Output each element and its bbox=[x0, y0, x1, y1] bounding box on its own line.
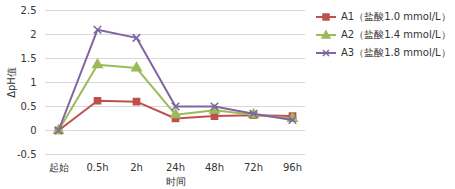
svg-text:1: 1 bbox=[30, 77, 36, 88]
svg-text:0.5: 0.5 bbox=[21, 101, 37, 112]
svg-text:24h: 24h bbox=[166, 162, 185, 173]
svg-text:起始: 起始 bbox=[49, 162, 69, 173]
svg-text:-0.5: -0.5 bbox=[17, 149, 37, 160]
svg-text:96h: 96h bbox=[283, 162, 302, 173]
svg-text:0.5h: 0.5h bbox=[86, 162, 108, 173]
svg-text:48h: 48h bbox=[205, 162, 224, 173]
svg-text:2h: 2h bbox=[130, 162, 143, 173]
svg-text:2.5: 2.5 bbox=[21, 5, 37, 16]
svg-text:ΔpH值: ΔpH值 bbox=[6, 67, 17, 98]
svg-text:1.5: 1.5 bbox=[21, 53, 37, 64]
html-text:A2（盐酸1.4 mmol/L）: A2（盐酸1.4 mmol/L） bbox=[341, 29, 451, 40]
svg-text:时间: 时间 bbox=[166, 176, 186, 187]
svg-text:2: 2 bbox=[30, 29, 36, 40]
html-text:A3（盐酸1.8 mmol/L）: A3（盐酸1.8 mmol/L） bbox=[341, 47, 451, 58]
svg-text:72h: 72h bbox=[244, 162, 263, 173]
html-text:A1（盐酸1.0 mmol/L）: A1（盐酸1.0 mmol/L） bbox=[341, 11, 451, 22]
svg-text:0: 0 bbox=[30, 125, 36, 136]
